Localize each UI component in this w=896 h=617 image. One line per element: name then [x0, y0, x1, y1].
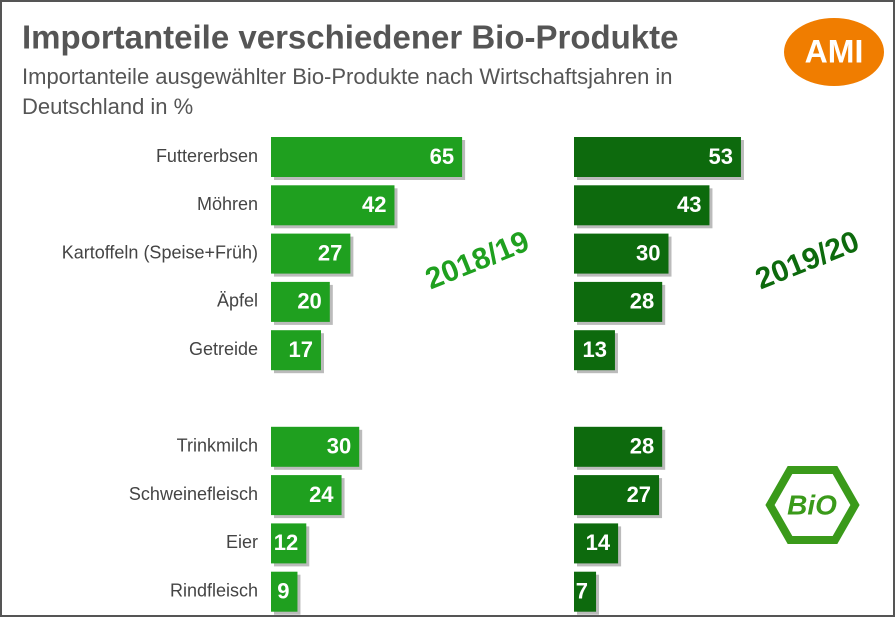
bar [574, 330, 615, 371]
bar [271, 281, 330, 322]
bar [574, 281, 663, 322]
bar [574, 475, 660, 516]
value-label: 13 [582, 337, 606, 362]
bar [574, 571, 597, 612]
value-label: 14 [586, 530, 611, 555]
value-label: 30 [327, 434, 351, 459]
bar [271, 523, 307, 564]
bar [271, 571, 298, 612]
value-label: 27 [627, 482, 651, 507]
bar [271, 426, 360, 467]
value-label: 7 [576, 579, 588, 604]
bar [271, 330, 321, 371]
bar [271, 475, 342, 516]
value-label: 28 [630, 289, 654, 314]
bar [574, 233, 669, 274]
value-label: 20 [297, 289, 321, 314]
badge-shape [765, 466, 860, 544]
bar [271, 185, 395, 226]
value-label: 27 [318, 240, 342, 265]
logo: AMI [805, 33, 864, 69]
value-label: 12 [274, 530, 298, 555]
category-label: Möhren [197, 194, 258, 214]
category-label: Schweinefleisch [129, 484, 258, 504]
value-label: 42 [362, 192, 386, 217]
subtitle-box: Importanteile ausgewählter Bio-Produkte … [22, 64, 673, 119]
category-label: Äpfel [217, 291, 258, 311]
bar [271, 233, 351, 274]
bar [574, 137, 741, 177]
value-label: 28 [630, 434, 654, 459]
value-label: 65 [430, 144, 454, 169]
category-label: Futtererbsen [156, 146, 258, 166]
bar [574, 426, 663, 467]
category-label: Getreide [189, 339, 258, 359]
logo-shape [784, 18, 884, 86]
bar [574, 523, 619, 564]
category-label: Rindfleisch [170, 580, 258, 600]
chart-subtitle: Importanteile ausgewählter Bio-Produkte … [22, 64, 673, 119]
bar [271, 137, 463, 177]
bar [574, 185, 710, 226]
value-label: 43 [677, 192, 701, 217]
category-label: Trinkmilch [177, 436, 258, 456]
value-label: 53 [708, 144, 732, 169]
badge: BiO [787, 489, 837, 520]
chart-title: Importanteile verschiedener Bio-Produkte [22, 19, 679, 56]
value-label: 17 [288, 337, 312, 362]
category-label: Kartoffeln (Speise+Früh) [62, 242, 258, 262]
value-label: 24 [309, 482, 334, 507]
category-label: Eier [226, 532, 258, 552]
value-label: 9 [277, 579, 289, 604]
value-label: 30 [636, 240, 660, 265]
